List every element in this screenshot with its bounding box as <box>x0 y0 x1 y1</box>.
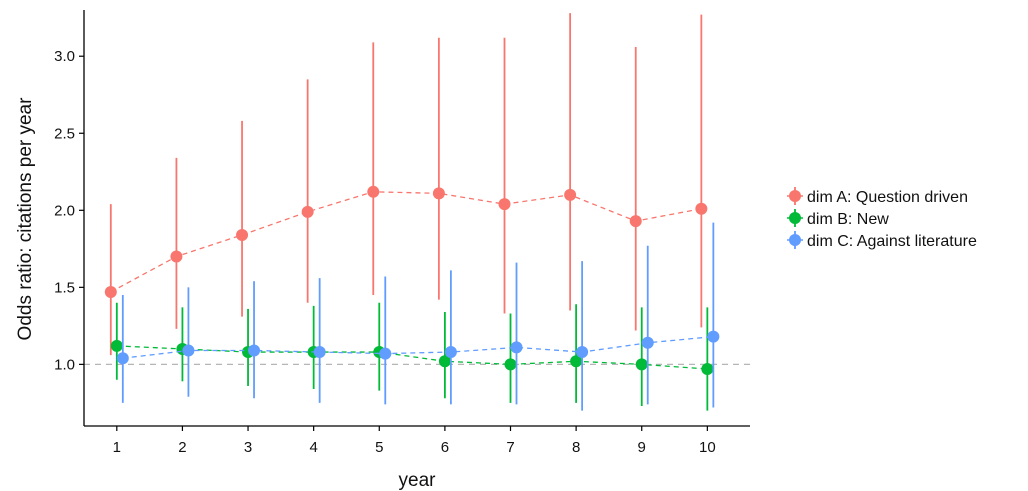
legend-key-point <box>789 190 801 202</box>
x-tick-label: 6 <box>441 439 449 456</box>
x-tick-label: 1 <box>113 439 121 456</box>
data-point <box>379 347 392 360</box>
y-tick-label: 2.5 <box>54 125 75 142</box>
legend-label: dim A: Question driven <box>807 189 968 206</box>
series-line <box>110 191 702 293</box>
data-point <box>116 352 129 365</box>
data-point <box>236 228 249 241</box>
data-point <box>576 346 589 359</box>
data-point <box>695 202 708 215</box>
legend: dim A: Question driven dim B: New dim C: A… <box>787 187 977 250</box>
legend-label: dim B: New <box>807 211 889 228</box>
y-tick-label: 1.0 <box>54 356 75 373</box>
data-point <box>182 344 195 357</box>
legend-key-point <box>789 212 801 224</box>
data-point <box>170 250 183 263</box>
series-layer <box>104 13 720 411</box>
data-point <box>564 188 577 201</box>
data-point <box>432 187 445 200</box>
data-point <box>367 185 380 198</box>
data-point <box>110 339 123 352</box>
legend-item-1: dim A: Question driven <box>787 187 968 206</box>
data-point <box>707 330 720 343</box>
series-3 <box>116 222 720 411</box>
data-point <box>570 355 583 368</box>
x-tick-label: 9 <box>638 439 646 456</box>
x-tick-label: 5 <box>375 439 383 456</box>
data-point <box>701 362 714 375</box>
y-axis-title: Odds ratio: citations per year <box>15 97 36 341</box>
legend-item-3: dim C: Against literature <box>787 231 977 250</box>
data-point <box>301 205 314 218</box>
legend-item-2: dim B: New <box>787 209 889 228</box>
data-point <box>104 285 117 298</box>
data-point <box>498 198 511 211</box>
x-tick-label: 7 <box>506 439 514 456</box>
x-tick-label: 2 <box>178 439 186 456</box>
x-axis-title: year <box>399 470 437 491</box>
x-tick-label: 3 <box>244 439 252 456</box>
x-tick-label: 8 <box>572 439 580 456</box>
series-1 <box>104 13 708 356</box>
y-tick-label: 3.0 <box>54 48 75 65</box>
data-point <box>438 355 451 368</box>
legend-label: dim C: Against literature <box>807 233 977 250</box>
x-tick-label: 10 <box>699 439 716 456</box>
data-point <box>510 341 523 354</box>
data-point <box>641 336 654 349</box>
axes-layer: 1.0 1.5 2.0 2.5 3.0 1 2 3 4 5 6 7 8 9 10 <box>54 10 750 456</box>
y-tick-label: 1.5 <box>54 279 75 296</box>
data-point <box>629 215 642 228</box>
y-tick-label: 2.0 <box>54 202 75 219</box>
series-line <box>116 345 708 370</box>
x-tick-label: 4 <box>309 439 317 456</box>
data-point <box>313 346 326 359</box>
series-line <box>122 335 714 359</box>
series-2 <box>110 302 714 411</box>
data-point <box>635 358 648 371</box>
data-point <box>504 358 517 371</box>
legend-key-point <box>789 234 801 246</box>
data-point <box>248 344 261 357</box>
data-point <box>444 346 457 359</box>
